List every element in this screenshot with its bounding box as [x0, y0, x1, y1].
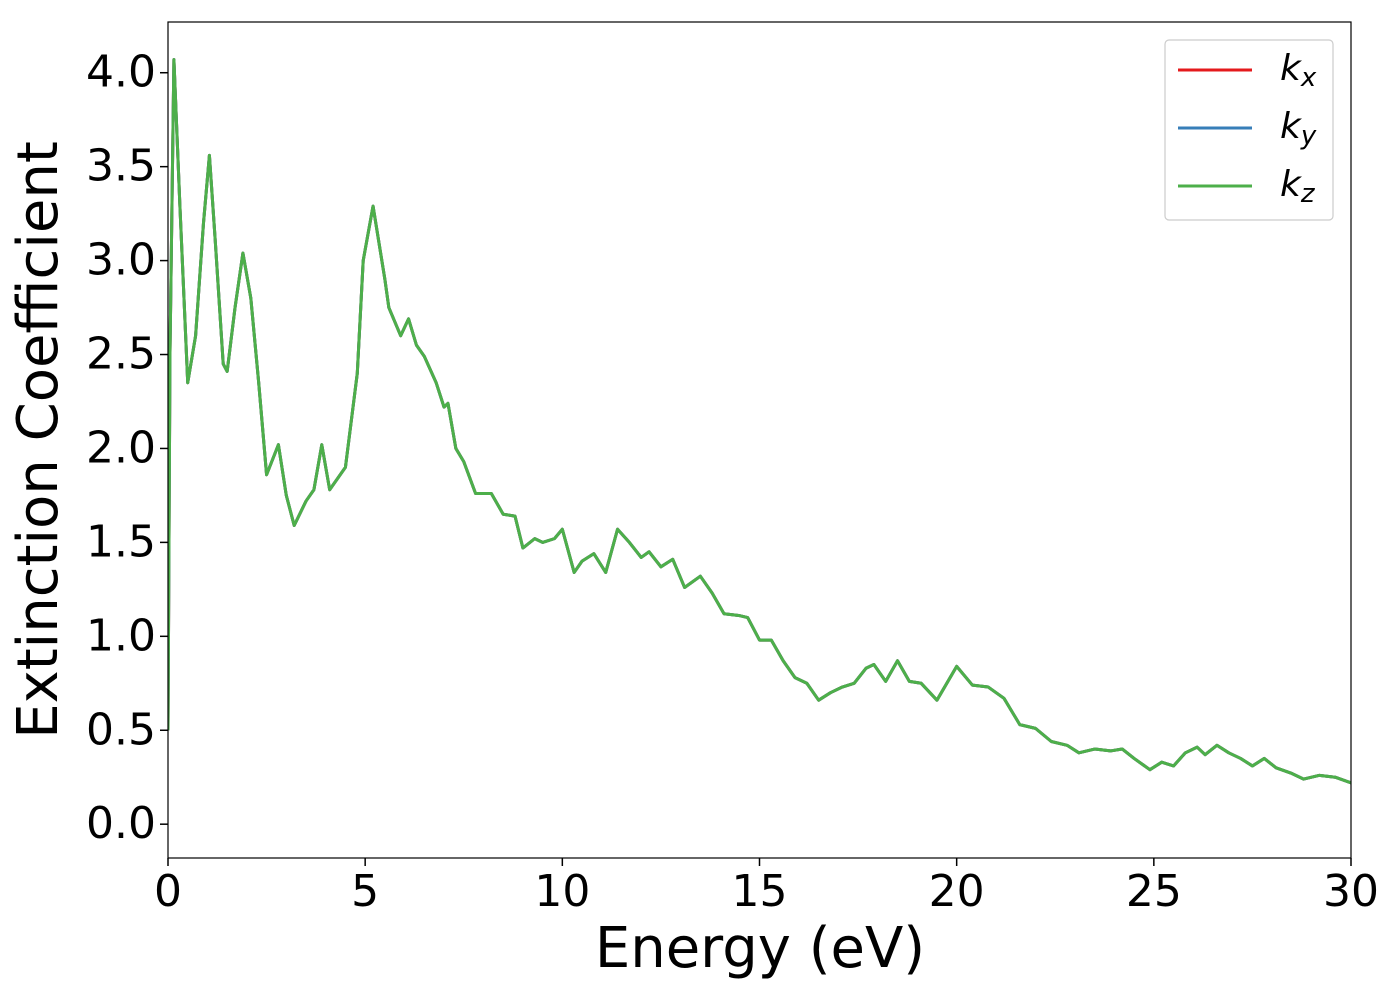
legend-box: [1164, 39, 1334, 221]
x-tick-label: 10: [534, 866, 590, 917]
legend-label: ky: [1280, 106, 1317, 151]
y-tick-label: 2.0: [86, 422, 156, 473]
x-tick-label: 25: [1126, 866, 1182, 917]
x-tick-label: 15: [732, 866, 788, 917]
y-tick-label: 3.5: [86, 141, 156, 192]
plot-frame: [167, 21, 1352, 859]
legend-label: kx: [1280, 48, 1317, 93]
x-tick-label: 30: [1323, 866, 1379, 917]
y-tick-label: 0.5: [86, 704, 156, 755]
x-tick-label: 20: [929, 866, 985, 917]
x-tick-label: 0: [154, 866, 182, 917]
y-tick-label: 4.0: [86, 47, 156, 98]
y-tick-label: 1.5: [86, 516, 156, 567]
line-series: [168, 58, 1351, 785]
y-tick-label: 3.0: [86, 235, 156, 286]
y-tick-label: 2.5: [86, 329, 156, 380]
x-tick-label: 5: [351, 866, 379, 917]
legend-label: kz: [1280, 164, 1316, 209]
x-axis-label: Energy (eV): [595, 916, 925, 981]
y-axis-label: Extinction Coefficient: [6, 141, 71, 739]
y-tick-label: 0.0: [86, 798, 156, 849]
y-tick-label: 1.0: [86, 610, 156, 661]
